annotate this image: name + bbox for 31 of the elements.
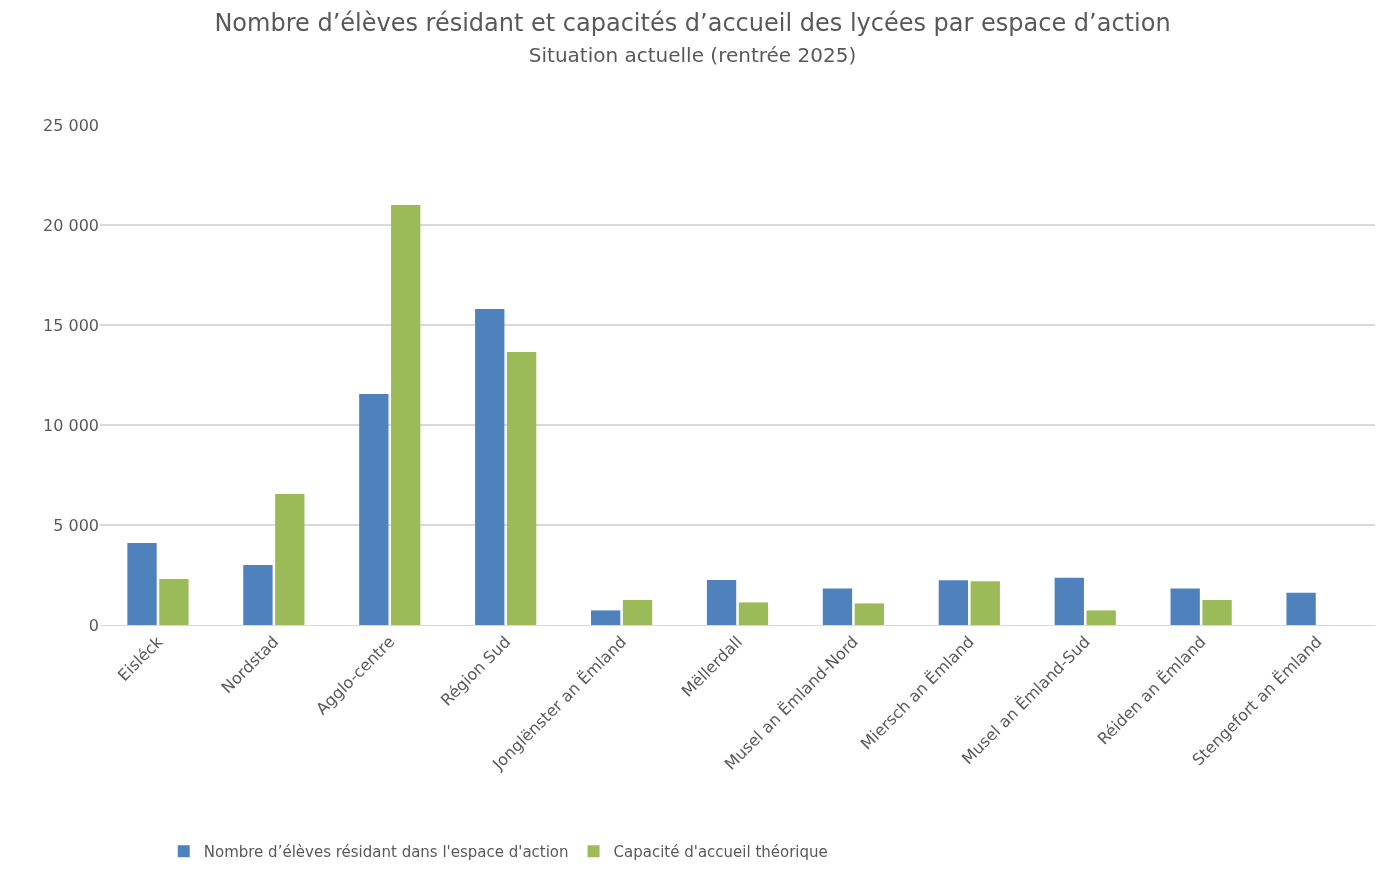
bar [854,603,885,625]
bar [706,580,737,625]
y-tick-label: 0 [88,615,99,635]
bar [738,602,769,625]
bar [475,309,505,625]
bar [1086,610,1116,625]
y-tick-label: 5 000 [53,515,99,535]
bar [1286,592,1316,625]
y-tick-label: 10 000 [43,415,99,435]
y-tick-label: 25 000 [43,115,99,135]
legend-label: Capacité d'accueil théorique [613,843,828,862]
bar [938,580,969,625]
y-tick-label: 20 000 [43,215,99,235]
bar [127,543,157,625]
bar [822,588,853,625]
bar [243,565,273,625]
bar [622,600,653,625]
bar [1170,588,1200,625]
bar [506,352,537,625]
bar [1054,577,1084,625]
chart-title: Nombre d’élèves résidant et capacités d’accueil des lycées par espace d’action [214,8,1171,37]
bar [1202,600,1232,625]
bar [391,205,421,625]
bar [159,579,189,625]
legend-label: Nombre d’élèves résidant dans l'espace d'action [203,843,569,862]
bar [970,581,1000,625]
bar [275,494,305,625]
y-tick-label: 15 000 [43,315,99,335]
bar [359,394,389,625]
chart-subtitle: Situation actuelle (rentrée 2025) [528,42,857,67]
bar [590,610,621,625]
